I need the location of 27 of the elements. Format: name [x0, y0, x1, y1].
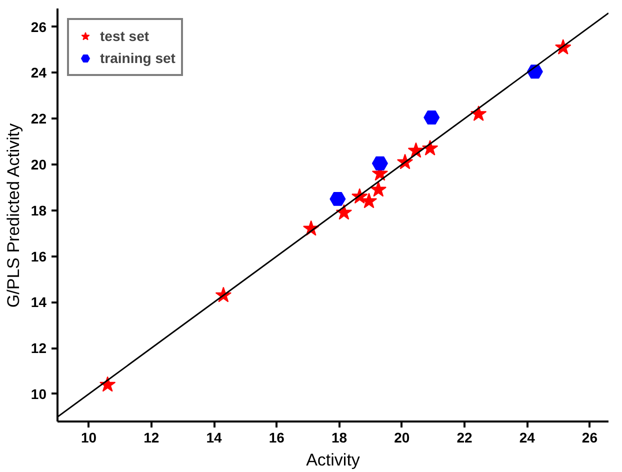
x-tick-label: 24 — [519, 430, 536, 446]
x-tick-label: 16 — [268, 430, 285, 446]
point — [372, 156, 388, 170]
y-tick-label: 10 — [30, 386, 47, 402]
legend-label: training set — [100, 50, 176, 66]
x-tick-label: 12 — [144, 430, 160, 446]
y-tick-label: 16 — [30, 248, 47, 264]
x-axis-title: Activity — [306, 450, 360, 470]
point — [370, 181, 387, 197]
y-tick-label: 14 — [30, 294, 47, 310]
x-tick-label: 14 — [206, 430, 222, 446]
x-tick-label: 10 — [81, 430, 97, 446]
y-tick-label: 24 — [30, 64, 47, 81]
point — [424, 110, 440, 124]
y-tick-label: 12 — [30, 340, 47, 356]
y-tick-label: 18 — [30, 202, 47, 218]
y-tick-label: 26 — [30, 18, 47, 35]
point — [336, 204, 352, 220]
y-axis-title: G/PLS Predicted Activity — [4, 122, 23, 308]
point — [330, 192, 346, 206]
x-tick-label: 22 — [456, 430, 472, 446]
x-tick-label: 20 — [394, 430, 410, 446]
x-tick-label: 18 — [331, 430, 348, 446]
legend-label: test set — [100, 28, 150, 44]
x-tick-label: 26 — [582, 430, 598, 446]
y-tick-label: 22 — [30, 110, 47, 127]
y-tick-label: 20 — [30, 156, 47, 173]
